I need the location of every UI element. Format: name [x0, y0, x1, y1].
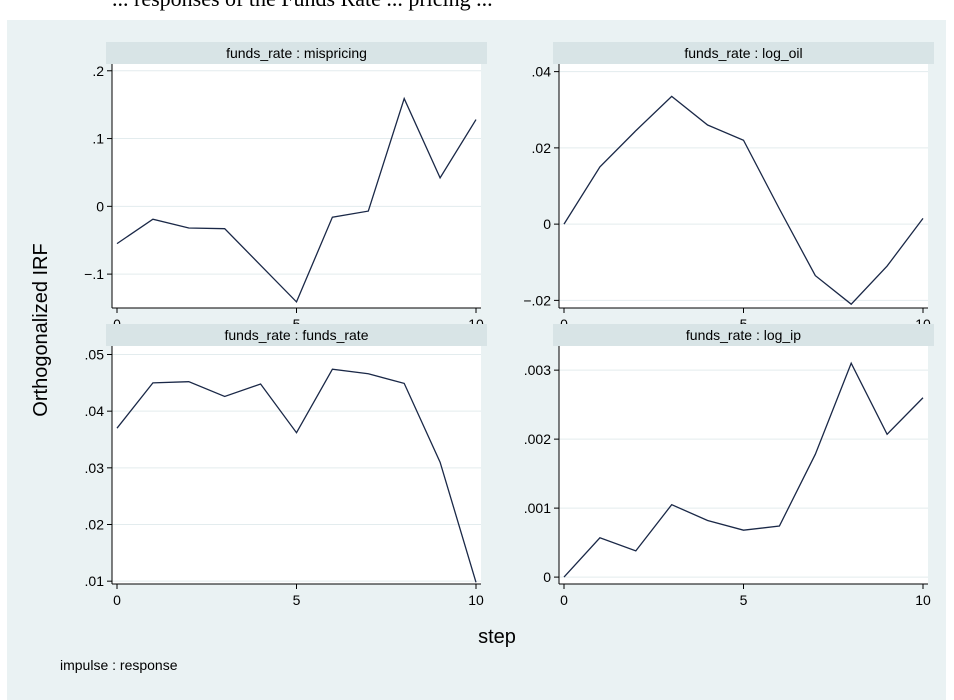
panel-1-plot-area — [112, 64, 481, 308]
panel-3-xtick-label: 10 — [468, 592, 484, 608]
panel-2-ytick-label: −.02 — [523, 292, 551, 308]
panel-2-ytick-label: .04 — [532, 64, 552, 80]
panel-3-ytick-label: .03 — [85, 460, 105, 476]
panel-4-xtick-label: 10 — [915, 592, 931, 608]
panel-1-series-line — [116, 96, 477, 304]
panel-3-xtick-label: 0 — [113, 592, 121, 608]
panel-3-ytick-label: .01 — [85, 573, 105, 589]
panel-1-ytick-label: .2 — [92, 63, 104, 79]
panel-2-plot-area — [559, 64, 928, 308]
panel-4-xtick-label: 5 — [740, 592, 748, 608]
panel-3-ytick-label: .04 — [85, 403, 105, 419]
panel-3-title: funds_rate : funds_rate — [225, 327, 369, 343]
page-top-text: ... responses of the Funds Rate ... pric… — [112, 0, 493, 11]
y-axis-title: Orthogonalized IRF — [30, 243, 52, 416]
panel-4-ytick-label: .001 — [524, 500, 551, 516]
panel-2-title: funds_rate : log_oil — [684, 45, 802, 61]
chart-note: impulse : response — [60, 657, 178, 673]
panel-4-series-line — [563, 361, 924, 578]
panel-3-ytick-label: .05 — [85, 347, 105, 363]
panel-4-ytick-label: .003 — [524, 362, 551, 378]
panel-4-ytick-label: .002 — [524, 431, 551, 447]
panel-3-plot-area — [112, 346, 481, 584]
panel-2-ytick-label: 0 — [543, 216, 551, 232]
panel-1-title-strip — [106, 42, 487, 64]
panel-4-plot-area — [559, 346, 928, 584]
panel-4-title-strip — [553, 324, 934, 346]
panel-4-title: funds_rate : log_ip — [686, 327, 801, 343]
panel-1-ytick-label: 0 — [96, 198, 104, 214]
panel-1-title: funds_rate : mispricing — [226, 45, 367, 61]
panel-1-ytick-label: −.1 — [84, 266, 104, 282]
panel-2-title-strip — [553, 42, 934, 64]
panel-2-ytick-label: .02 — [532, 140, 552, 156]
panel-3-series-line — [116, 368, 477, 583]
panel-3-ytick-label: .02 — [85, 517, 105, 533]
panel-1-ytick-label: .1 — [92, 131, 104, 147]
panel-3-title-strip — [106, 324, 487, 346]
panel-4-ytick-label: 0 — [543, 569, 551, 585]
panel-2-series-line — [563, 95, 924, 306]
panel-3-xtick-label: 5 — [293, 592, 301, 608]
panel-4-xtick-label: 0 — [560, 592, 568, 608]
x-axis-title: step — [478, 626, 516, 648]
